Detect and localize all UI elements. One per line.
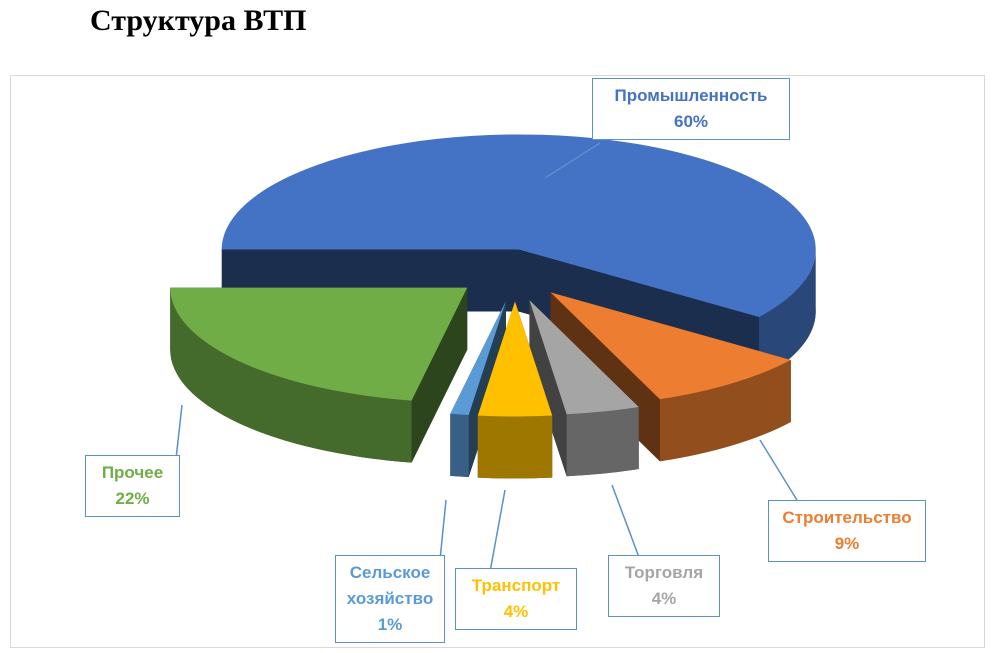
category-label: Транспорт <box>471 576 561 595</box>
slice-top <box>221 134 816 318</box>
slice-side <box>566 407 639 477</box>
data-label: Сельское хозяйство 1% <box>335 555 445 643</box>
category-label: Торговля <box>624 563 704 582</box>
data-label: Торговля 4% <box>608 555 720 617</box>
slice-wall <box>529 300 567 477</box>
value-label: 4% <box>503 602 529 621</box>
data-label: Транспорт 4% <box>455 568 577 630</box>
data-label: Промышленность 60% <box>592 78 790 140</box>
category-label: Строительство <box>782 508 912 527</box>
slice-side <box>477 415 553 479</box>
leader-line <box>611 484 641 561</box>
value-label: 1% <box>377 615 403 634</box>
data-label: Прочее 22% <box>85 455 180 517</box>
leader-line <box>759 439 801 506</box>
chart-frame <box>10 75 985 648</box>
chart-title: Структура ВТП <box>90 4 307 37</box>
slice-top <box>450 300 506 416</box>
value-label: 22% <box>115 489 150 508</box>
category-label: Промышленность <box>614 86 768 105</box>
category-label: Прочее <box>101 463 164 482</box>
value-label: 4% <box>651 589 677 608</box>
value-label: 9% <box>834 534 860 553</box>
slice-top <box>529 300 639 415</box>
category-label: Сельское хозяйство <box>346 563 434 608</box>
leader-line <box>544 142 601 179</box>
slice-top <box>550 292 791 400</box>
data-label: Строительство 9% <box>768 500 926 562</box>
leader-line <box>489 489 506 573</box>
slice-top <box>477 301 553 417</box>
slice-side <box>659 359 791 462</box>
value-label: 60% <box>673 112 709 131</box>
slice-side <box>758 249 816 380</box>
slice-side <box>170 287 412 463</box>
slice-side <box>450 413 469 478</box>
leader-line <box>439 499 447 561</box>
slice-top <box>170 287 468 401</box>
